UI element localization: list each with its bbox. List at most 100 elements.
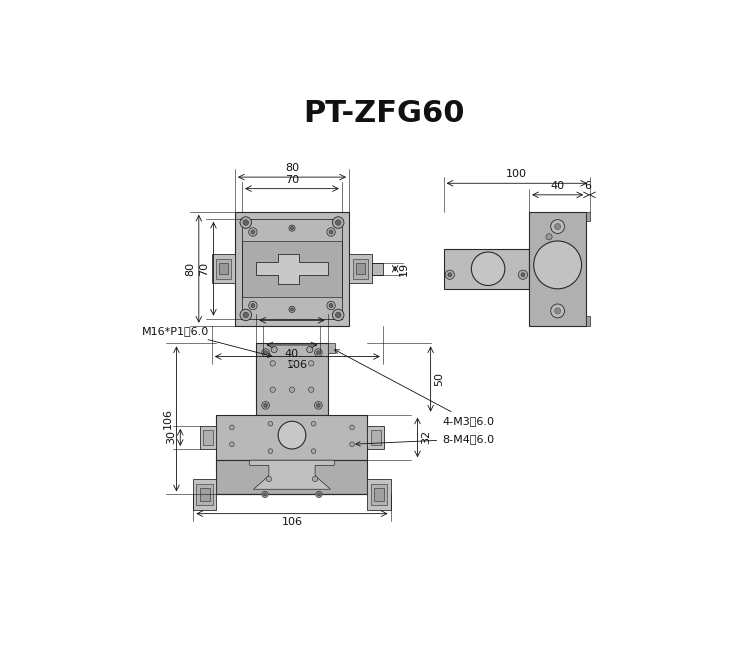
Circle shape (329, 230, 333, 234)
Bar (216, 258, 231, 279)
Circle shape (290, 227, 293, 229)
Circle shape (240, 217, 251, 228)
Circle shape (314, 349, 322, 356)
Circle shape (264, 403, 268, 407)
Circle shape (230, 442, 234, 447)
Circle shape (332, 309, 344, 321)
Circle shape (290, 308, 293, 311)
Text: 70: 70 (200, 262, 209, 276)
Bar (194, 479, 217, 510)
Circle shape (313, 477, 318, 482)
Circle shape (311, 449, 316, 453)
Circle shape (311, 422, 316, 426)
Bar (328, 344, 335, 352)
Text: 80: 80 (185, 262, 195, 276)
Circle shape (262, 491, 268, 498)
Circle shape (327, 301, 335, 310)
Circle shape (307, 346, 313, 352)
Text: 106: 106 (286, 360, 308, 370)
Circle shape (251, 303, 255, 307)
Circle shape (546, 234, 552, 240)
Polygon shape (256, 254, 328, 284)
Circle shape (262, 401, 269, 409)
Bar (217, 414, 368, 460)
Bar (370, 430, 381, 445)
Circle shape (243, 220, 248, 225)
Circle shape (471, 252, 505, 286)
Circle shape (270, 387, 275, 393)
Circle shape (446, 270, 454, 280)
Text: 6: 6 (584, 181, 592, 191)
Bar (368, 479, 391, 510)
Text: 4-M3深6.0: 4-M3深6.0 (334, 350, 494, 426)
Bar (372, 263, 382, 275)
Circle shape (329, 303, 333, 307)
Circle shape (264, 351, 268, 354)
Bar (242, 219, 342, 319)
Text: 40: 40 (285, 349, 299, 359)
Bar (586, 317, 590, 326)
Circle shape (290, 361, 295, 366)
Circle shape (308, 387, 314, 393)
Circle shape (332, 217, 344, 228)
Circle shape (550, 304, 565, 318)
Circle shape (230, 425, 234, 430)
Circle shape (251, 230, 255, 234)
Bar (202, 430, 214, 445)
Text: 50: 50 (285, 307, 299, 317)
Text: 100: 100 (506, 169, 527, 179)
Text: 8-M4深6.0: 8-M4深6.0 (356, 434, 494, 446)
Circle shape (521, 273, 525, 277)
Circle shape (268, 422, 273, 426)
Text: 106: 106 (163, 408, 172, 430)
Text: 80: 80 (285, 163, 299, 173)
Bar (235, 212, 349, 326)
Text: 50: 50 (434, 372, 445, 386)
Bar (356, 263, 365, 274)
Circle shape (518, 270, 527, 280)
Circle shape (448, 273, 452, 277)
Circle shape (263, 493, 266, 496)
Circle shape (262, 349, 269, 356)
Text: 19: 19 (399, 262, 409, 276)
Circle shape (249, 301, 257, 310)
Bar (217, 460, 368, 494)
Bar (200, 426, 217, 449)
Bar (242, 297, 342, 319)
Bar (368, 426, 385, 449)
Text: 32: 32 (422, 430, 431, 444)
Circle shape (350, 425, 355, 430)
Bar (200, 488, 210, 500)
Circle shape (243, 312, 248, 318)
Text: 30: 30 (166, 430, 176, 444)
Circle shape (271, 346, 278, 352)
Bar (530, 212, 586, 326)
Bar (349, 254, 372, 284)
Bar (219, 263, 228, 274)
Circle shape (278, 421, 306, 449)
Bar (444, 249, 530, 289)
Bar (196, 484, 214, 505)
Circle shape (249, 228, 257, 236)
Circle shape (308, 361, 314, 366)
Circle shape (270, 361, 275, 366)
Circle shape (534, 241, 581, 289)
Circle shape (335, 312, 340, 318)
Bar (256, 344, 328, 414)
Circle shape (316, 351, 320, 354)
Circle shape (316, 491, 322, 498)
Bar (352, 258, 368, 279)
Circle shape (289, 225, 295, 231)
Circle shape (314, 401, 322, 409)
Circle shape (554, 308, 561, 314)
Bar (374, 488, 385, 500)
Text: 106: 106 (281, 518, 302, 527)
Text: M16*P1深6.0: M16*P1深6.0 (142, 326, 272, 358)
Circle shape (327, 228, 335, 236)
Circle shape (335, 220, 340, 225)
Bar (370, 484, 388, 505)
Polygon shape (250, 460, 334, 489)
Text: 70: 70 (285, 175, 299, 185)
Bar (586, 212, 590, 221)
Bar (242, 219, 342, 241)
